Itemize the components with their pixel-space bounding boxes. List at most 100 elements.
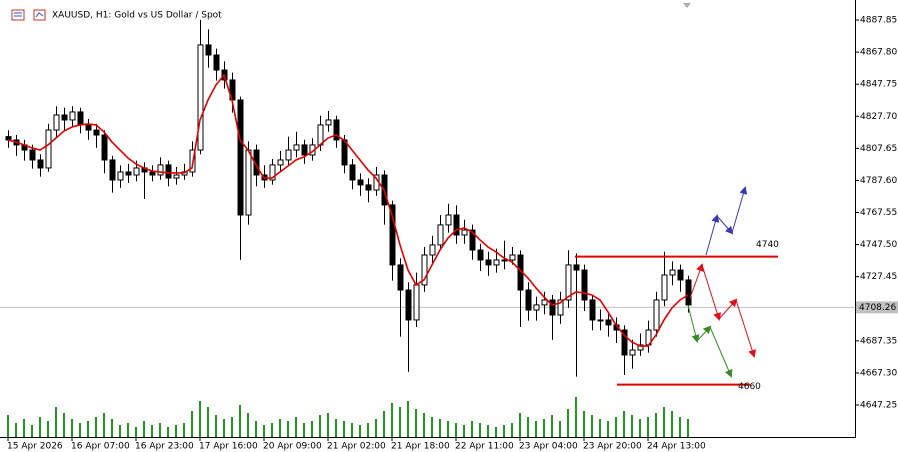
- candle-body: [485, 259, 492, 266]
- volume-bar: [167, 427, 169, 437]
- scenario-arrows: [687, 186, 756, 378]
- candle-body: [405, 289, 412, 321]
- candle-body: [573, 264, 580, 271]
- volume-bar: [303, 423, 305, 437]
- volume-bar: [615, 417, 617, 437]
- volume-bar: [103, 413, 105, 437]
- candle-body: [389, 204, 396, 266]
- candle-body: [589, 299, 596, 321]
- volume-bar: [591, 415, 593, 437]
- candle-body: [557, 299, 564, 316]
- volume-bar: [479, 423, 481, 437]
- volume-bar: [239, 405, 241, 437]
- candle-body: [525, 289, 532, 311]
- candle-body: [85, 124, 92, 131]
- candle-body: [357, 179, 364, 186]
- volume-bar: [527, 417, 529, 437]
- x-tick-label: 20 Apr 09:00: [263, 442, 322, 452]
- volume-bar: [295, 417, 297, 437]
- volume-bar: [175, 425, 177, 437]
- volume-bar: [215, 415, 217, 437]
- candle-body: [477, 249, 484, 261]
- volume-bar: [327, 413, 329, 437]
- y-tick-label: 4827.70: [860, 112, 897, 122]
- volume-bar: [495, 427, 497, 437]
- volume-bar: [551, 415, 553, 437]
- candle-body: [469, 229, 476, 251]
- candle-body: [453, 214, 460, 236]
- volume-bar: [559, 421, 561, 437]
- candle-body: [93, 129, 100, 136]
- candle-body: [461, 229, 468, 236]
- y-tick-label: 4847.75: [860, 80, 897, 90]
- volume-bar: [79, 423, 81, 437]
- candle-body: [269, 164, 276, 181]
- volume-bar: [383, 411, 385, 437]
- candle-body: [533, 304, 540, 311]
- volume-bar: [455, 423, 457, 437]
- y-tick-label: 4887.85: [860, 16, 897, 26]
- volume-bar: [343, 421, 345, 437]
- volume-bar: [31, 425, 33, 437]
- volume-bar: [671, 411, 673, 437]
- volume-bar: [223, 419, 225, 437]
- candle-body: [333, 119, 340, 141]
- volume-bar: [655, 413, 657, 437]
- volume-bar: [647, 417, 649, 437]
- volume-bar: [199, 401, 201, 437]
- candle-body: [509, 254, 516, 261]
- volume-bar: [439, 419, 441, 437]
- candle-body: [29, 149, 36, 161]
- volume-bar: [503, 425, 505, 437]
- candle-body: [213, 54, 220, 71]
- candle-body: [493, 259, 500, 266]
- y-tick-label: 4647.25: [860, 401, 897, 411]
- candle-body: [437, 224, 444, 246]
- volume-bar: [127, 423, 129, 437]
- candle-body: [653, 299, 660, 331]
- volume-bar: [143, 421, 145, 437]
- volume-bar: [639, 419, 641, 437]
- level-label: 4740: [756, 240, 779, 250]
- candle-body: [245, 149, 252, 216]
- candle-body: [637, 344, 644, 351]
- y-tick-label: 4867.80: [860, 48, 897, 58]
- candle-body: [149, 171, 156, 176]
- volume-bar: [359, 425, 361, 437]
- candle-body: [157, 164, 164, 176]
- candle-body: [53, 114, 60, 131]
- volume-bar: [335, 419, 337, 437]
- candle-body: [421, 254, 428, 286]
- candle-body: [581, 269, 588, 301]
- volume-bar: [543, 419, 545, 437]
- candle-body: [301, 144, 308, 156]
- volume-bar: [191, 411, 193, 437]
- candle-body: [69, 111, 76, 121]
- volume-bar: [183, 423, 185, 437]
- y-tick-label: 4767.55: [860, 208, 897, 218]
- current-price-box: [856, 301, 898, 314]
- volume-bar: [391, 403, 393, 437]
- candle-body: [605, 319, 612, 326]
- volume-bar: [575, 397, 577, 437]
- volume-bar: [599, 419, 601, 437]
- candle-body: [285, 149, 292, 161]
- x-tick-label: 22 Apr 11:00: [455, 442, 514, 452]
- x-tick-label: 21 Apr 02:00: [327, 442, 386, 452]
- y-tick-label: 4667.30: [860, 368, 897, 378]
- y-tick-label: 4727.45: [860, 272, 897, 282]
- volume-bar: [567, 409, 569, 437]
- volume-bar: [263, 425, 265, 437]
- candle-body: [501, 259, 508, 262]
- level-label: 4660: [738, 382, 761, 392]
- candle-body: [325, 119, 332, 126]
- volume-bar: [287, 421, 289, 437]
- candle-body: [349, 164, 356, 181]
- candle-body: [677, 269, 684, 281]
- volume-bar: [255, 421, 257, 437]
- candle-body: [61, 114, 68, 121]
- candle-body: [661, 274, 668, 301]
- candle-body: [365, 184, 372, 191]
- volume-bar: [663, 407, 665, 437]
